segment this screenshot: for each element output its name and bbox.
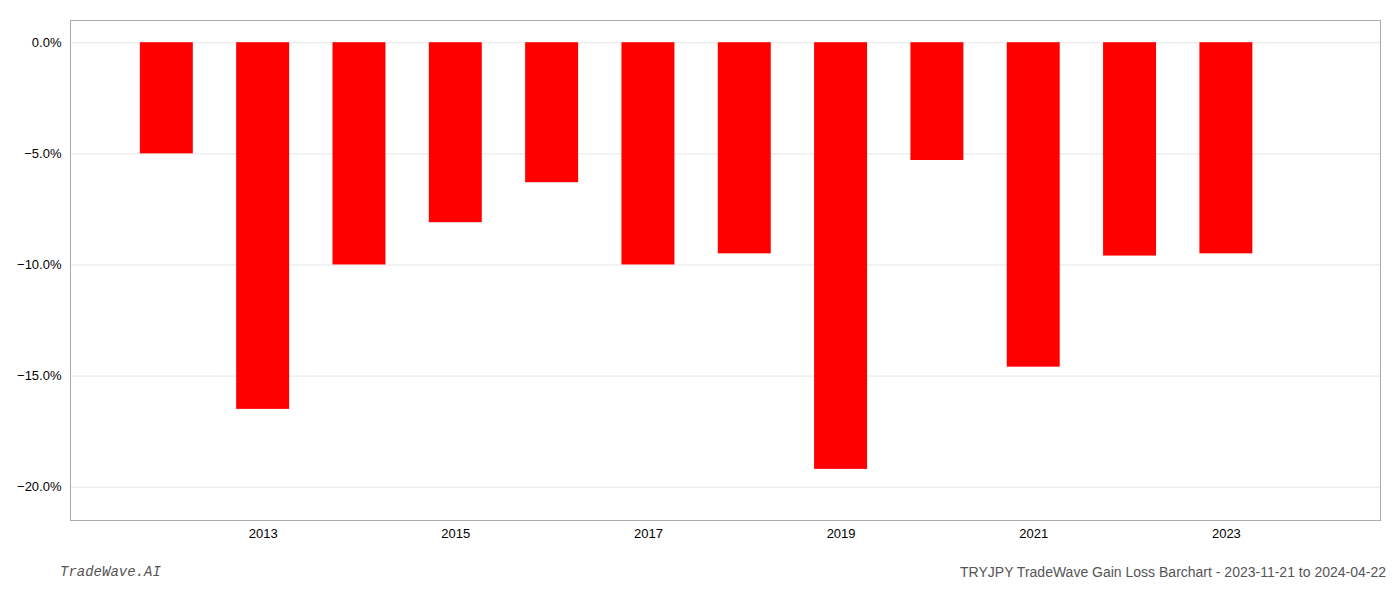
- svg-text:2021: 2021: [1019, 526, 1048, 541]
- svg-text:2019: 2019: [827, 526, 856, 541]
- html-text:TRYJPY TradeWave Gain Loss Bar: TRYJPY TradeWave Gain Loss Barchart - 20…: [960, 564, 1386, 580]
- html-text:TradeWave.AI: TradeWave.AI: [60, 564, 161, 580]
- svg-text:2023: 2023: [1212, 526, 1241, 541]
- svg-text:−10.0%: −10.0%: [17, 257, 62, 272]
- svg-text:2017: 2017: [634, 526, 663, 541]
- svg-text:0.0%: 0.0%: [32, 35, 62, 50]
- svg-text:2013: 2013: [249, 526, 278, 541]
- svg-text:−15.0%: −15.0%: [17, 368, 62, 383]
- svg-text:2015: 2015: [441, 526, 470, 541]
- svg-text:−5.0%: −5.0%: [24, 146, 62, 161]
- svg-text:−20.0%: −20.0%: [17, 479, 62, 494]
